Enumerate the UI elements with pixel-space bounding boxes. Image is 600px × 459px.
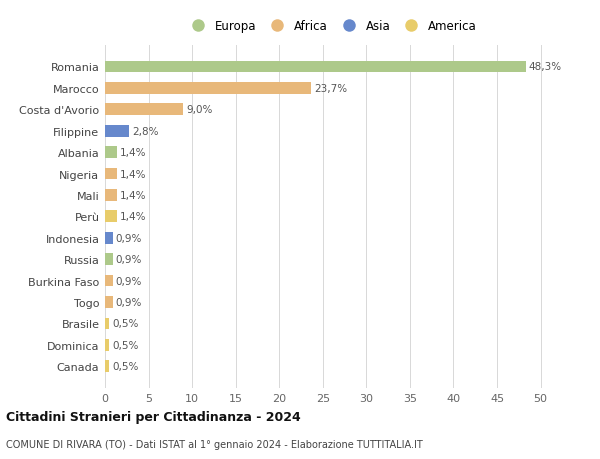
Text: 1,4%: 1,4% (120, 148, 146, 158)
Bar (105, 211, 117, 223)
Bar (105, 126, 130, 137)
Text: 2,8%: 2,8% (132, 126, 158, 136)
Text: 9,0%: 9,0% (186, 105, 212, 115)
Bar (105, 232, 113, 244)
Bar (105, 83, 311, 95)
Text: 1,4%: 1,4% (120, 169, 146, 179)
Text: 0,5%: 0,5% (112, 319, 139, 329)
Text: 1,4%: 1,4% (120, 190, 146, 201)
Bar (105, 62, 526, 73)
Legend: Europa, Africa, Asia, America: Europa, Africa, Asia, America (184, 17, 479, 35)
Text: Cittadini Stranieri per Cittadinanza - 2024: Cittadini Stranieri per Cittadinanza - 2… (6, 410, 301, 423)
Bar (105, 297, 113, 308)
Text: 48,3%: 48,3% (529, 62, 562, 73)
Text: 0,9%: 0,9% (115, 276, 142, 286)
Bar (105, 104, 184, 116)
Text: 23,7%: 23,7% (314, 84, 347, 94)
Text: 1,4%: 1,4% (120, 212, 146, 222)
Bar (105, 254, 113, 265)
Bar (105, 190, 117, 202)
Bar (105, 318, 109, 330)
Text: 0,9%: 0,9% (115, 255, 142, 264)
Bar (105, 275, 113, 287)
Bar (105, 168, 117, 180)
Text: COMUNE DI RIVARA (TO) - Dati ISTAT al 1° gennaio 2024 - Elaborazione TUTTITALIA.: COMUNE DI RIVARA (TO) - Dati ISTAT al 1°… (6, 440, 423, 449)
Text: 0,9%: 0,9% (115, 233, 142, 243)
Bar (105, 361, 109, 372)
Text: 0,5%: 0,5% (112, 361, 139, 371)
Text: 0,9%: 0,9% (115, 297, 142, 308)
Bar (105, 147, 117, 159)
Text: 0,5%: 0,5% (112, 340, 139, 350)
Bar (105, 339, 109, 351)
